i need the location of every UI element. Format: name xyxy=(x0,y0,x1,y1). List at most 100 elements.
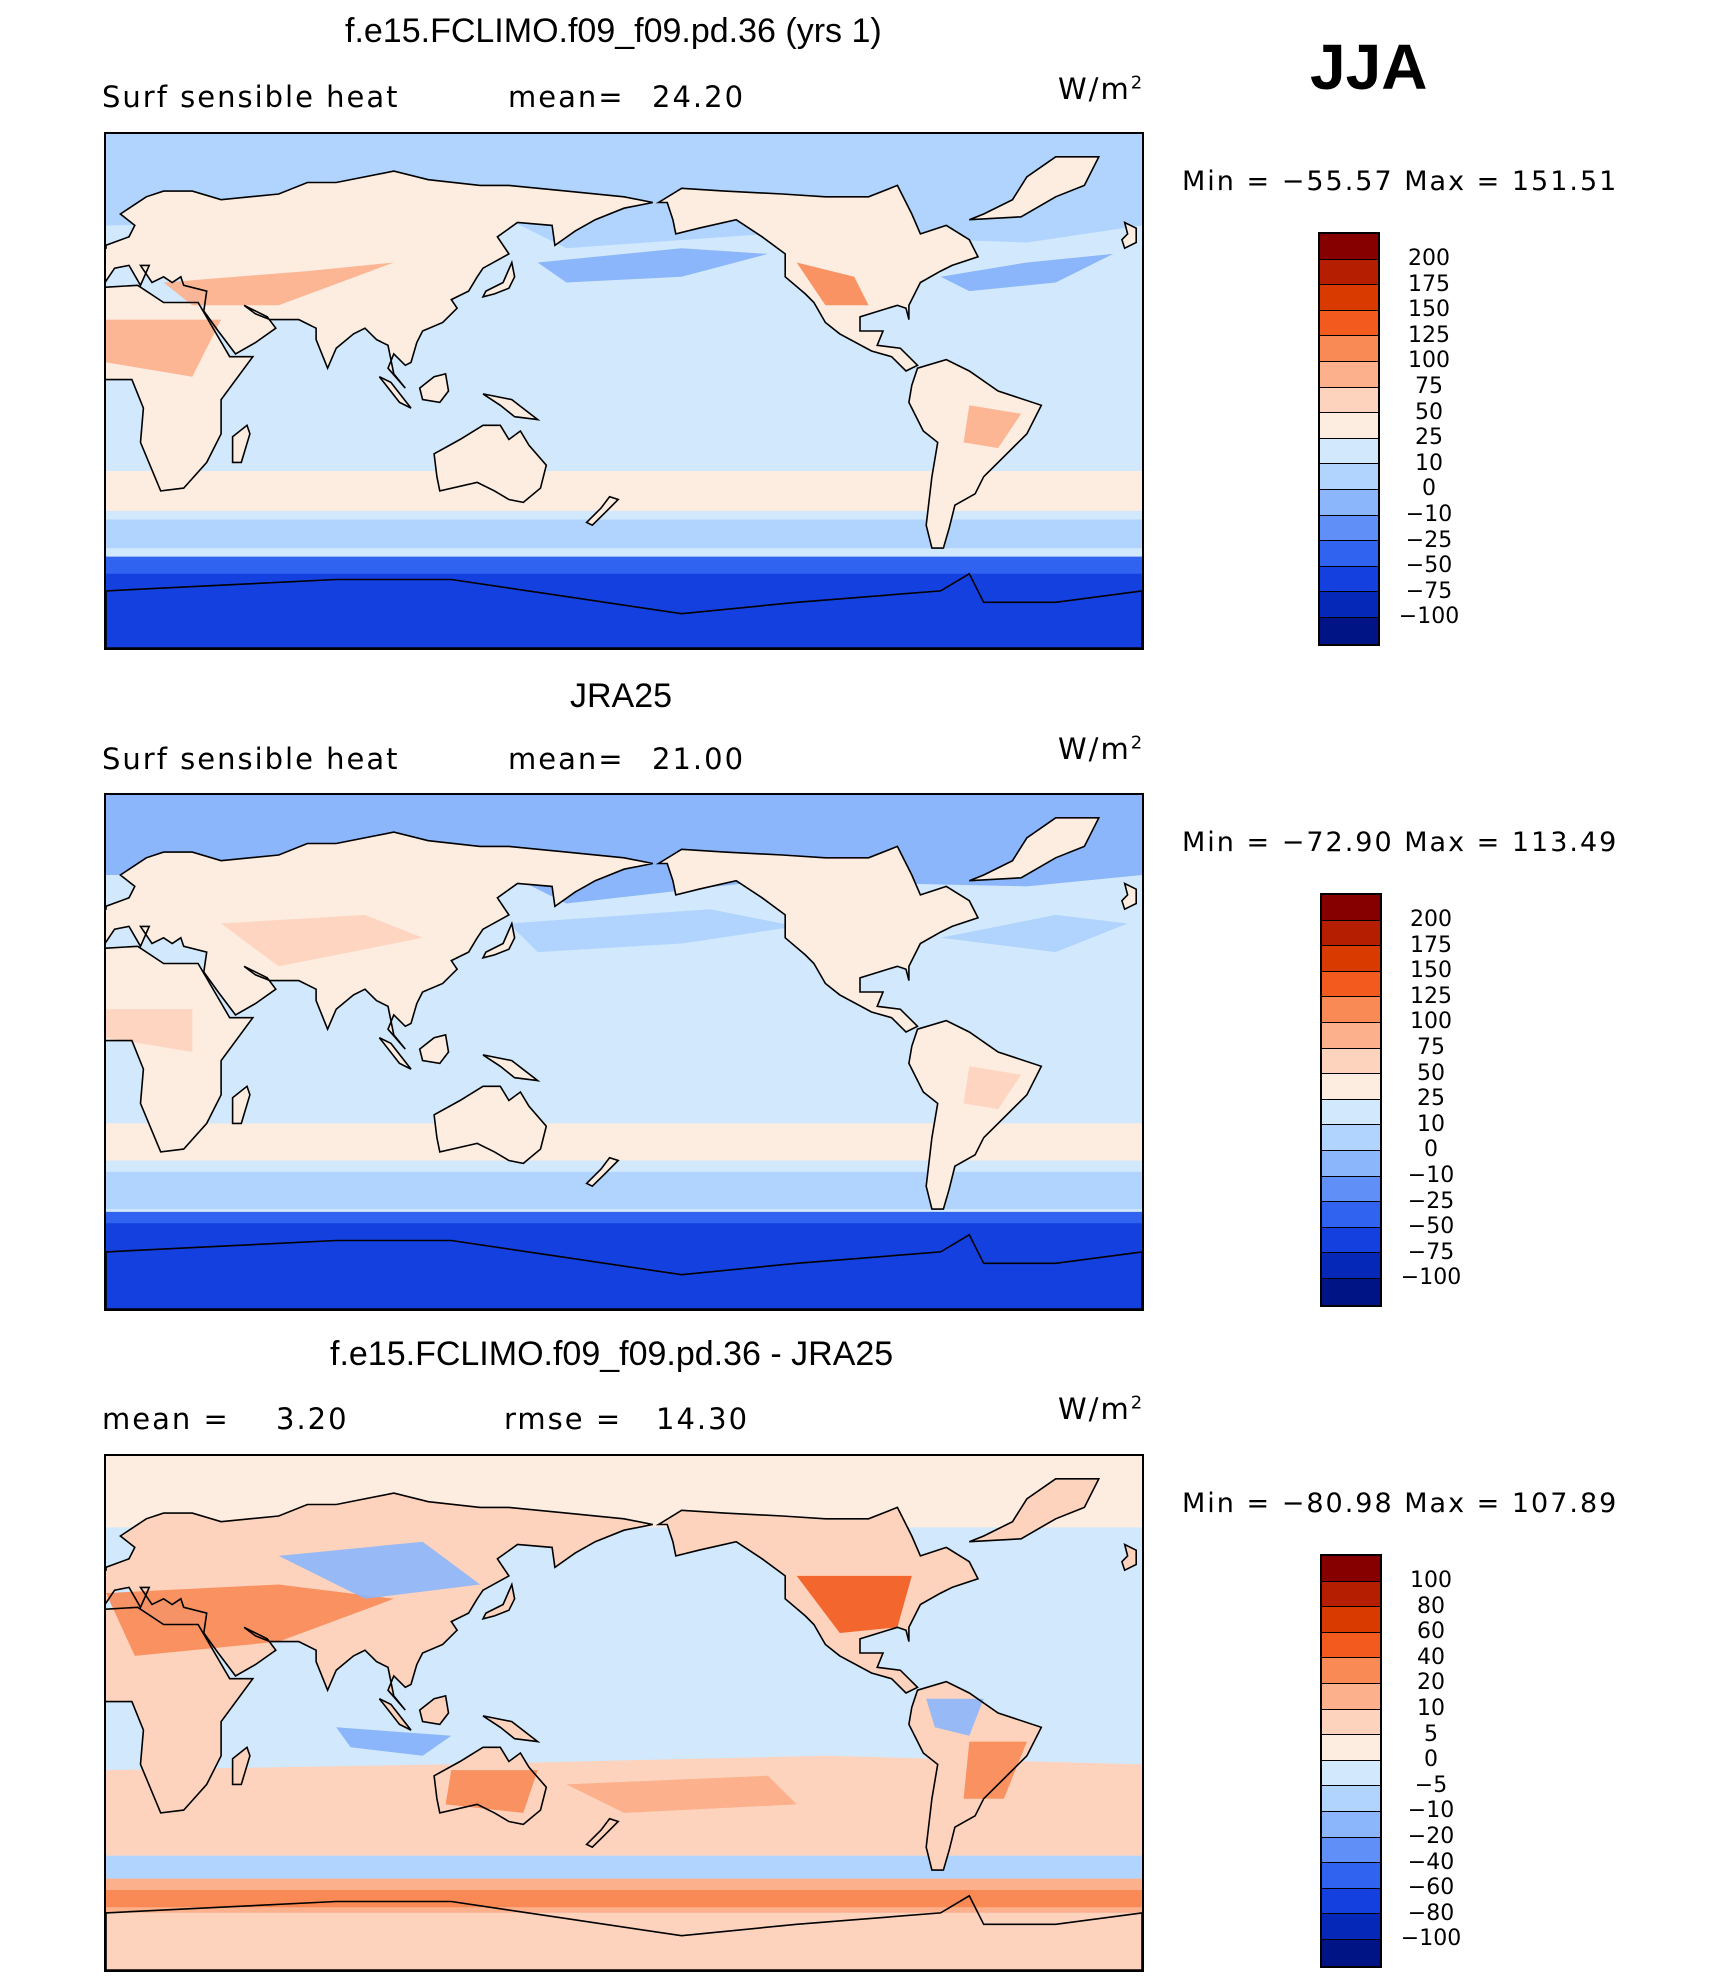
colorbar-segment xyxy=(1322,1658,1380,1684)
coastline-newzealand xyxy=(585,1156,620,1188)
land-greenland xyxy=(969,1478,1099,1542)
colorbar-segment xyxy=(1322,1709,1380,1736)
contour-region xyxy=(336,1727,452,1756)
colorbar-segment xyxy=(1320,336,1378,362)
contour-region xyxy=(221,914,423,967)
coastline-eurasia xyxy=(106,1492,653,1711)
mean-label: mean= xyxy=(508,80,625,114)
colorbar-segment xyxy=(1320,438,1378,465)
colorbar-tick-label: 125 xyxy=(1410,983,1452,1009)
colorbar-segment xyxy=(1320,617,1378,644)
contour-region xyxy=(106,1171,1142,1210)
coastline-namerica xyxy=(655,1506,980,1694)
coastline-newguinea xyxy=(482,393,541,421)
land-madagascar xyxy=(232,425,250,463)
colorbar-segment xyxy=(1322,895,1380,921)
land-newzealand xyxy=(586,1818,619,1848)
contour-region xyxy=(963,1066,1022,1110)
colorbar-tick-label: −100 xyxy=(1398,604,1460,630)
land-australia xyxy=(434,425,547,503)
colorbar-tick-label: 0 xyxy=(1422,476,1436,502)
coastline-africa xyxy=(106,1606,255,1814)
colorbar-tick-label: 80 xyxy=(1417,1593,1445,1619)
colorbar-segment xyxy=(1320,310,1378,337)
colorbar-segment xyxy=(1322,946,1380,972)
contour-region xyxy=(796,262,869,306)
land-samerica xyxy=(908,359,1042,549)
contour-region xyxy=(566,1775,797,1813)
colorbar-labels: 200 175 150 125 100 75 50 25 10 0 −10 −25 −50 −75 −100 xyxy=(1394,246,1464,630)
coastline-madagascar xyxy=(231,1745,251,1786)
colorbar-tick-label: 20 xyxy=(1417,1670,1445,1696)
coastline-sumatra xyxy=(378,1036,412,1070)
panel-title: JRA25 xyxy=(570,677,673,715)
colorbar-tick-label: −75 xyxy=(1407,1239,1455,1265)
land-newguinea xyxy=(483,393,538,420)
colorbar-segment xyxy=(1320,566,1378,593)
colorbar-tick-label: −5 xyxy=(1414,1772,1448,1798)
coastline-madagascar xyxy=(231,1084,251,1125)
coastline-samerica xyxy=(908,1680,1043,1871)
rmse-value: 14.30 xyxy=(656,1402,750,1436)
colorbar-segment xyxy=(1322,1125,1380,1151)
contour-region xyxy=(508,909,797,953)
colorbar-tick-label: 50 xyxy=(1417,1060,1445,1086)
land-sumatra xyxy=(379,1698,411,1731)
colorbar-segment xyxy=(1322,1253,1380,1279)
panel-title: f.e15.FCLIMO.f09_f09.pd.36 - JRA25 xyxy=(330,1335,894,1373)
coastline-borneo xyxy=(418,1694,450,1726)
land-africa xyxy=(106,1607,253,1813)
contour-region xyxy=(445,1770,538,1813)
map-canvas xyxy=(106,134,1142,648)
colorbar-segment xyxy=(1322,1863,1380,1889)
coastline-newzealand xyxy=(585,1817,620,1849)
contour-region xyxy=(106,519,1142,549)
colorbar-segment xyxy=(1322,1760,1380,1787)
colorbar-segment xyxy=(1322,1227,1380,1254)
colorbar-tick-label: −60 xyxy=(1407,1875,1455,1901)
coastline-madagascar xyxy=(231,423,251,464)
colorbar-segment xyxy=(1322,1202,1380,1228)
colorbar-segment xyxy=(1320,387,1378,414)
colorbar-tick-label: −25 xyxy=(1407,1188,1455,1214)
land-borneo xyxy=(419,1695,449,1725)
coastline-japan xyxy=(481,920,516,960)
colorbar-segment xyxy=(1322,1888,1380,1915)
colorbar-tick-label: 60 xyxy=(1417,1619,1445,1645)
map-canvas xyxy=(106,1456,1142,1970)
contour-region xyxy=(940,914,1128,953)
colorbar-segment xyxy=(1320,515,1378,542)
land-australia xyxy=(434,1086,547,1164)
coastline-britain xyxy=(1120,882,1137,911)
colorbar-tick-label: 125 xyxy=(1408,322,1450,348)
colorbar-tick-label: −20 xyxy=(1407,1823,1455,1849)
land-newzealand xyxy=(586,1157,619,1187)
coastline-samerica xyxy=(908,1019,1043,1210)
contour-region xyxy=(796,1575,912,1633)
land-newguinea xyxy=(483,1715,538,1742)
colorbar-tick-label: −50 xyxy=(1407,1214,1455,1240)
min-max-label: Min = −80.98 Max = 107.89 xyxy=(1182,1488,1619,1519)
land-newguinea xyxy=(483,1054,538,1081)
contour-region xyxy=(940,253,1114,292)
colorbar-segment xyxy=(1320,361,1378,388)
colorbar-tick-label: −50 xyxy=(1405,553,1453,579)
colorbar-segment xyxy=(1320,541,1378,567)
coastline-greenland xyxy=(969,816,1101,882)
contour-region xyxy=(106,319,222,377)
coastline-africa xyxy=(106,284,255,492)
land-britain xyxy=(1121,1544,1137,1571)
coastline-eurasia xyxy=(106,170,653,389)
colorbar-tick-label: 75 xyxy=(1417,1034,1445,1060)
colorbar xyxy=(1318,232,1380,646)
colorbar-segment xyxy=(1320,592,1378,618)
coastline-britain xyxy=(1120,221,1137,250)
rmse-label: rmse = xyxy=(504,1402,623,1436)
coastline-australia xyxy=(433,1085,548,1165)
colorbar-tick-label: 100 xyxy=(1410,1009,1452,1035)
colorbar-tick-label: −80 xyxy=(1407,1900,1455,1926)
land-namerica xyxy=(658,846,978,1032)
contour-region xyxy=(106,1009,193,1052)
colorbar-tick-label: 25 xyxy=(1415,425,1443,451)
colorbar-segment xyxy=(1322,1837,1380,1864)
